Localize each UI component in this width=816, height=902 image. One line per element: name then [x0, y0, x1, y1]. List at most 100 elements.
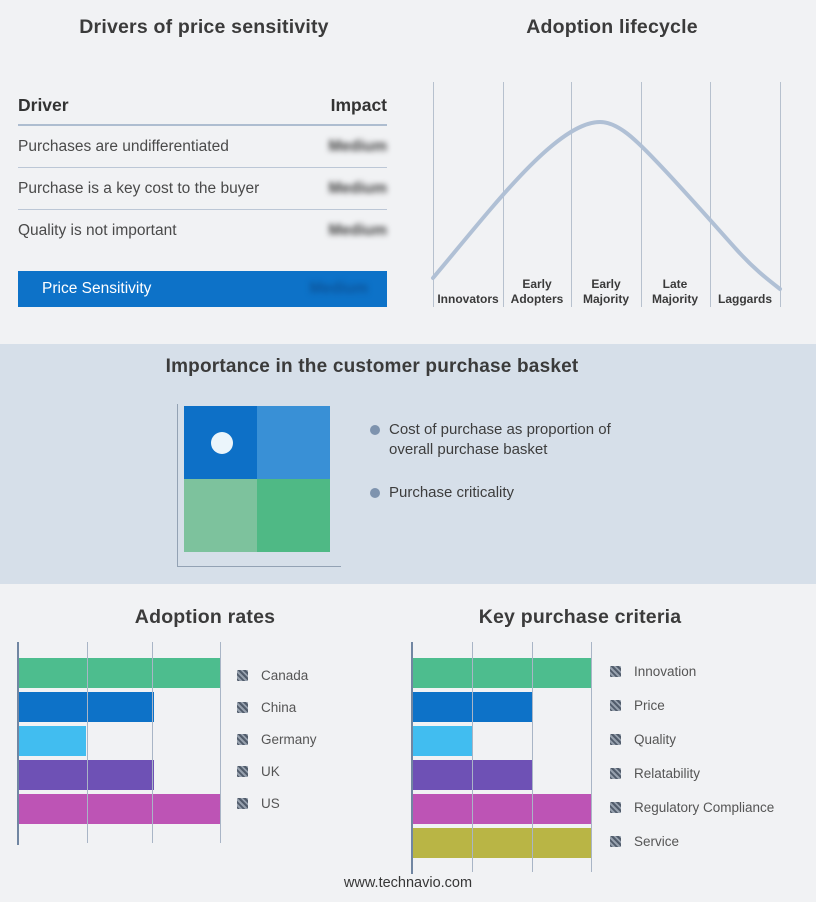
gridline [472, 642, 473, 872]
bar-uk [19, 760, 154, 790]
bar-us [19, 794, 221, 824]
column-impact: Impact [330, 95, 387, 115]
quadrant-x-axis [177, 566, 341, 567]
legend-item: Price [610, 697, 774, 713]
key-purchase-criteria-legend: Innovation Price Quality Relatability Re… [610, 663, 775, 849]
drivers-table-header: Driver Impact [18, 92, 387, 126]
legend-item: Innovation [610, 663, 774, 679]
bell-curve [431, 119, 782, 291]
bullet-item: Purchase criticality [370, 483, 632, 503]
impact-cell-redacted: Medium [328, 179, 387, 197]
bullet-icon [370, 488, 380, 498]
legend-label: Quality [634, 731, 677, 747]
stage-label-early-adopters: Early Adopters [510, 277, 564, 306]
adoption-lifecycle-chart: Innovators Early Adopters Early Majority… [420, 80, 788, 308]
purchase-basket-band [0, 344, 816, 584]
bars [413, 658, 592, 858]
legend-swatch-hatched [610, 699, 621, 711]
legend-item: Regulatory Compliance [610, 799, 775, 815]
driver-cell: Quality is not important [18, 222, 177, 239]
bar-china [19, 692, 154, 722]
driver-cell: Price Sensitivity [42, 280, 152, 297]
quadrant-bottom-right [257, 479, 330, 552]
impact-cell-redacted: Medium [309, 280, 368, 297]
legend-label: Service [634, 833, 680, 849]
bullet-text: Purchase criticality [389, 484, 515, 501]
legend-swatch-hatched [610, 665, 621, 677]
purchase-basket-bullets: Cost of purchase as proportion of overal… [370, 420, 632, 527]
legend-label: UK [261, 763, 280, 779]
adoption-rates-title: Adoption rates [134, 606, 276, 628]
legend-item: UK [237, 763, 317, 779]
bar-service [413, 828, 592, 858]
legend-item: China [237, 699, 317, 715]
stage-label-late-majority: Late Majority [651, 277, 698, 306]
legend-label: Price [634, 697, 665, 713]
price-sensitivity-highlight-row: Price Sensitivity Medium [18, 271, 387, 307]
gridline [532, 642, 533, 872]
stage-divider [433, 82, 434, 307]
table-row: Quality is not important Medium [18, 210, 387, 252]
stage-divider [780, 82, 781, 307]
legend-swatch-hatched [237, 733, 248, 745]
quadrant-top-right [257, 406, 330, 479]
purchase-basket-title: Importance in the customer purchase bask… [165, 356, 579, 377]
gridline [591, 642, 592, 872]
legend-item: Relatability [610, 766, 774, 781]
y-axis [411, 642, 413, 874]
legend-label: China [261, 699, 297, 715]
quadrant-bottom-left [184, 479, 257, 552]
adoption-lifecycle-title: Adoption lifecycle [526, 16, 698, 38]
impact-cell-redacted: Medium [328, 222, 387, 239]
legend-swatch-hatched [610, 733, 621, 745]
column-driver: Driver [18, 95, 69, 115]
impact-cell-redacted: Medium [328, 137, 387, 155]
bullet-text: Cost of purchase as proportion of overal… [389, 421, 611, 458]
legend-swatch-hatched [237, 797, 248, 809]
legend-swatch-hatched [610, 801, 621, 813]
legend-swatch-hatched [237, 701, 248, 713]
table-row: Purchase is a key cost to the buyer Medi… [18, 168, 387, 210]
legend-label: Canada [261, 667, 309, 683]
bullet-item: Cost of purchase as proportion of overal… [370, 420, 632, 459]
drivers-table: Driver Impact Purchases are undifferenti… [18, 92, 387, 252]
legend-label: Regulatory Compliance [634, 799, 775, 815]
bars [19, 658, 221, 824]
gridline [87, 642, 88, 843]
footer-url: www.technavio.com [343, 875, 473, 891]
key-purchase-criteria-title: Key purchase criteria [478, 606, 682, 628]
legend-item: Service [610, 833, 774, 849]
bullet-icon [370, 425, 380, 435]
quadrant-y-axis [177, 404, 178, 567]
bar-quality [413, 726, 473, 756]
bar-innovation [413, 658, 592, 688]
table-row: Purchases are undifferentiated Medium [18, 126, 387, 168]
stage-divider [571, 82, 572, 307]
legend-label: US [261, 795, 280, 811]
drivers-table-title: Drivers of price sensitivity [79, 16, 329, 38]
stage-label-early-majority: Early Majority [582, 277, 629, 306]
y-axis [17, 642, 19, 845]
bar-regulatory-compliance [413, 794, 592, 824]
legend-label: Innovation [634, 663, 697, 679]
legend-swatch-hatched [237, 765, 248, 777]
driver-cell: Purchase is a key cost to the buyer [18, 179, 260, 197]
quadrant-marker-dot [211, 432, 233, 454]
adoption-rates-chart [17, 642, 221, 845]
stage-divider [710, 82, 711, 307]
driver-cell: Purchases are undifferentiated [18, 137, 229, 155]
legend-label: Germany [261, 731, 317, 747]
legend-item: Germany [237, 731, 317, 747]
key-purchase-criteria-chart [411, 642, 592, 874]
legend-item: US [237, 795, 317, 811]
gridline [220, 642, 221, 843]
bar-germany [19, 726, 86, 756]
stage-divider [641, 82, 642, 307]
stage-label-innovators: Innovators [437, 291, 499, 306]
legend-swatch-hatched [610, 767, 621, 779]
legend-swatch-hatched [237, 669, 248, 681]
legend-swatch-hatched [610, 835, 621, 847]
gridline [152, 642, 153, 843]
bar-canada [19, 658, 221, 688]
